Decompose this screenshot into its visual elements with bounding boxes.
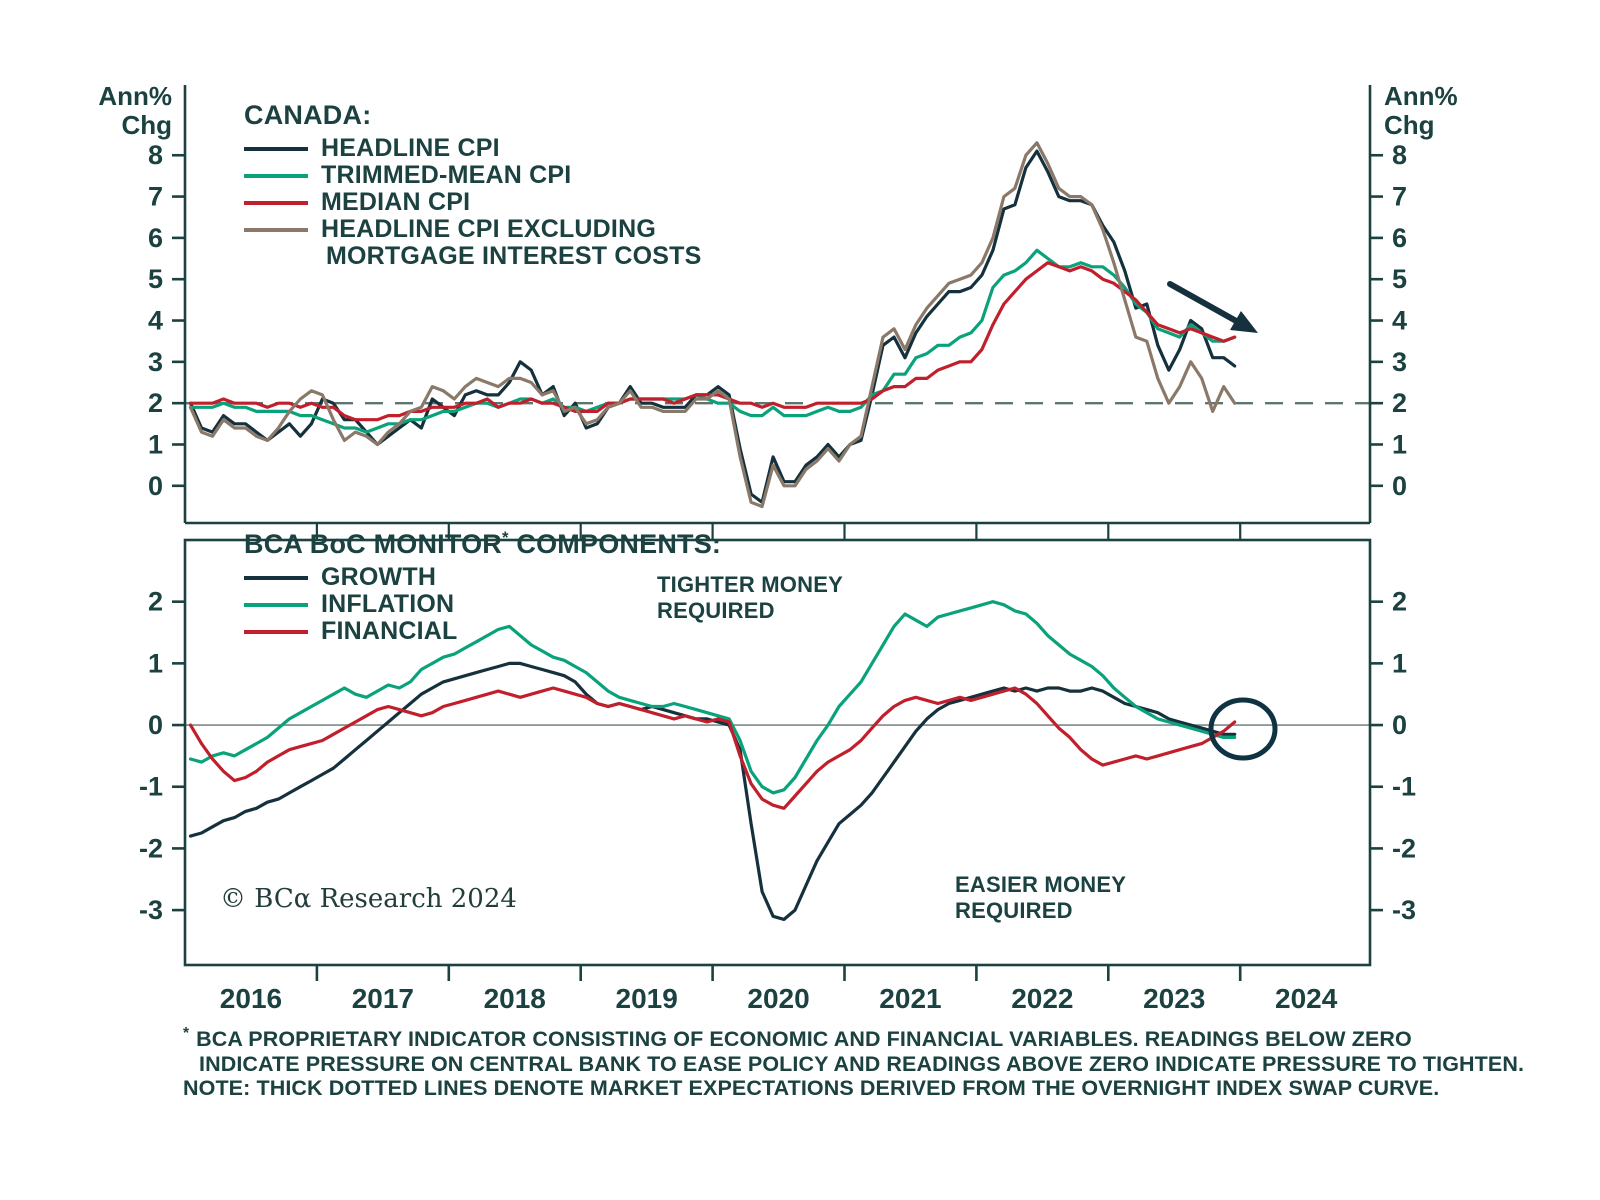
- y-tick-label: 0: [1392, 710, 1407, 740]
- heading-text: BCA BoC MONITOR: [244, 529, 502, 559]
- x-tick-label: 2019: [616, 983, 678, 1014]
- y-tick-label: 1: [148, 429, 163, 459]
- y-tick-label: -3: [139, 895, 163, 925]
- heading-text: COMPONENTS:: [508, 529, 722, 559]
- y-tick-label: -2: [139, 833, 163, 863]
- footnote-line-1: * BCA PROPRIETARY INDICATOR CONSISTING OF…: [183, 1022, 1473, 1052]
- footnote-line-2: INDICATE PRESSURE ON CENTRAL BANK TO EAS…: [199, 1051, 1525, 1076]
- legend-label: HEADLINE CPI: [321, 134, 500, 162]
- axis-unit-line2: Chg: [1384, 110, 1435, 140]
- footnote-marker: *: [183, 1025, 190, 1042]
- footnote-line-3: NOTE: THICK DOTTED LINES DENOTE MARKET E…: [183, 1076, 1440, 1101]
- financial-swatch: [244, 629, 308, 634]
- y-tick-label: -2: [1392, 833, 1416, 863]
- y-tick-label: -1: [139, 772, 163, 802]
- footnote-text: BCA PROPRIETARY INDICATOR CONSISTING OF …: [196, 1027, 1412, 1052]
- bottom-panel-legend: BCA BoC MONITOR* COMPONENTS: GROWTH INFL…: [244, 528, 721, 645]
- y-tick-label: -3: [1392, 895, 1416, 925]
- headline-cpi-excluding-mortgage-interest-costs-line: [188, 141, 1237, 509]
- annotation-line2: REQUIRED: [657, 598, 775, 623]
- y-tick-label: 8: [148, 140, 163, 170]
- trimmed-mean-cpi-line: [188, 248, 1237, 434]
- x-tick-label: 2024: [1275, 983, 1338, 1014]
- bottom-legend-heading: BCA BoC MONITOR* COMPONENTS:: [244, 528, 721, 560]
- legend-label: FINANCIAL: [321, 617, 458, 645]
- y-tick-label: 5: [148, 264, 163, 294]
- y-tick-label: 3: [1392, 347, 1407, 377]
- y-tick-label: 1: [1392, 648, 1407, 678]
- legend-item-growth: GROWTH: [244, 563, 721, 591]
- tighter-money-annotation: TIGHTER MONEY REQUIRED: [657, 572, 843, 624]
- inflation-line: [188, 600, 1237, 795]
- latest-reading-circle: [1208, 697, 1278, 761]
- y-tick-label: 1: [148, 648, 163, 678]
- footnote-block: * BCA PROPRIETARY INDICATOR CONSISTING OF…: [183, 1022, 1525, 1101]
- top-legend-heading: CANADA:: [244, 100, 372, 130]
- axis-unit-line1: Ann%: [1384, 81, 1458, 111]
- annotation-line1: TIGHTER MONEY: [657, 572, 843, 597]
- financial-line: [188, 686, 1237, 810]
- right-axis-unit: Ann% Chg: [1384, 82, 1474, 140]
- y-tick-label: 4: [1392, 306, 1407, 336]
- downtrend-arrow-head: [1230, 311, 1258, 333]
- y-tick-label: 0: [148, 471, 163, 501]
- legend-label: HEADLINE CPI EXCLUDING: [321, 215, 656, 243]
- bottom-panel-frame: [183, 538, 1372, 967]
- x-tick-label: 2021: [879, 983, 941, 1014]
- y-tick-label: 2: [148, 388, 163, 418]
- y-tick-label: 4: [148, 306, 163, 336]
- legend-label: TRIMMED-MEAN CPI: [321, 161, 572, 189]
- x-tick-label: 2022: [1011, 983, 1073, 1014]
- trimmed-mean-cpi-swatch: [244, 173, 308, 178]
- y-tick-label: 1: [1392, 429, 1407, 459]
- median-cpi-swatch: [244, 200, 308, 205]
- legend-item-financial: FINANCIAL: [244, 617, 721, 645]
- legend-item-headline-cpi: HEADLINE CPI: [244, 134, 701, 162]
- y-tick-label: 2: [148, 587, 163, 617]
- legend-label: GROWTH: [321, 563, 437, 591]
- easier-money-annotation: EASIER MONEY REQUIRED: [955, 872, 1126, 924]
- y-tick-label: 0: [148, 710, 163, 740]
- x-tick-label: 2023: [1143, 983, 1205, 1014]
- y-tick-label: 5: [1392, 264, 1407, 294]
- x-tick-label: 2018: [484, 983, 546, 1014]
- top-panel-legend: CANADA: HEADLINE CPI TRIMMED-MEAN CPI ME…: [244, 100, 701, 270]
- headline-cpi-swatch: [244, 146, 308, 151]
- y-tick-label: 8: [1392, 140, 1407, 170]
- legend-label: INFLATION: [321, 590, 455, 618]
- inflation-swatch: [244, 602, 308, 607]
- legend-item-median-cpi: MEDIAN CPI: [244, 188, 701, 216]
- axis-unit-line1: Ann%: [98, 81, 172, 111]
- y-tick-label: -1: [1392, 772, 1416, 802]
- footnote-marker: *: [501, 528, 509, 547]
- y-tick-label: 2: [1392, 587, 1407, 617]
- left-axis-unit: Ann% Chg: [96, 82, 172, 140]
- legend-item-headline-cpi-ex-mortgage: HEADLINE CPI EXCLUDING: [244, 215, 701, 243]
- annotation-line1: EASIER MONEY: [955, 872, 1127, 897]
- legend-label-continued: MORTGAGE INTEREST COSTS: [326, 242, 702, 270]
- headline-cpi-ex-mortgage-swatch: [244, 227, 308, 232]
- x-tick-label: 2020: [747, 983, 809, 1014]
- downtrend-arrow-shaft: [1167, 281, 1241, 325]
- legend-label: MEDIAN CPI: [321, 188, 471, 216]
- y-tick-label: 6: [148, 223, 163, 253]
- legend-item-inflation: INFLATION: [244, 590, 721, 618]
- annotation-line2: REQUIRED: [955, 898, 1073, 923]
- y-tick-label: 2: [1392, 388, 1407, 418]
- y-tick-label: 3: [148, 347, 163, 377]
- y-tick-label: 0: [1392, 471, 1407, 501]
- copyright-notice: © BCα Research 2024: [220, 884, 517, 914]
- legend-item-trimmed-mean-cpi: TRIMMED-MEAN CPI: [244, 161, 701, 189]
- growth-swatch: [244, 575, 308, 580]
- x-tick-label: 2017: [352, 983, 414, 1014]
- y-tick-label: 7: [148, 182, 163, 212]
- y-tick-label: 6: [1392, 223, 1407, 253]
- x-tick-label: 2016: [220, 983, 282, 1014]
- y-tick-label: 7: [1392, 182, 1407, 212]
- axis-unit-line2: Chg: [121, 110, 172, 140]
